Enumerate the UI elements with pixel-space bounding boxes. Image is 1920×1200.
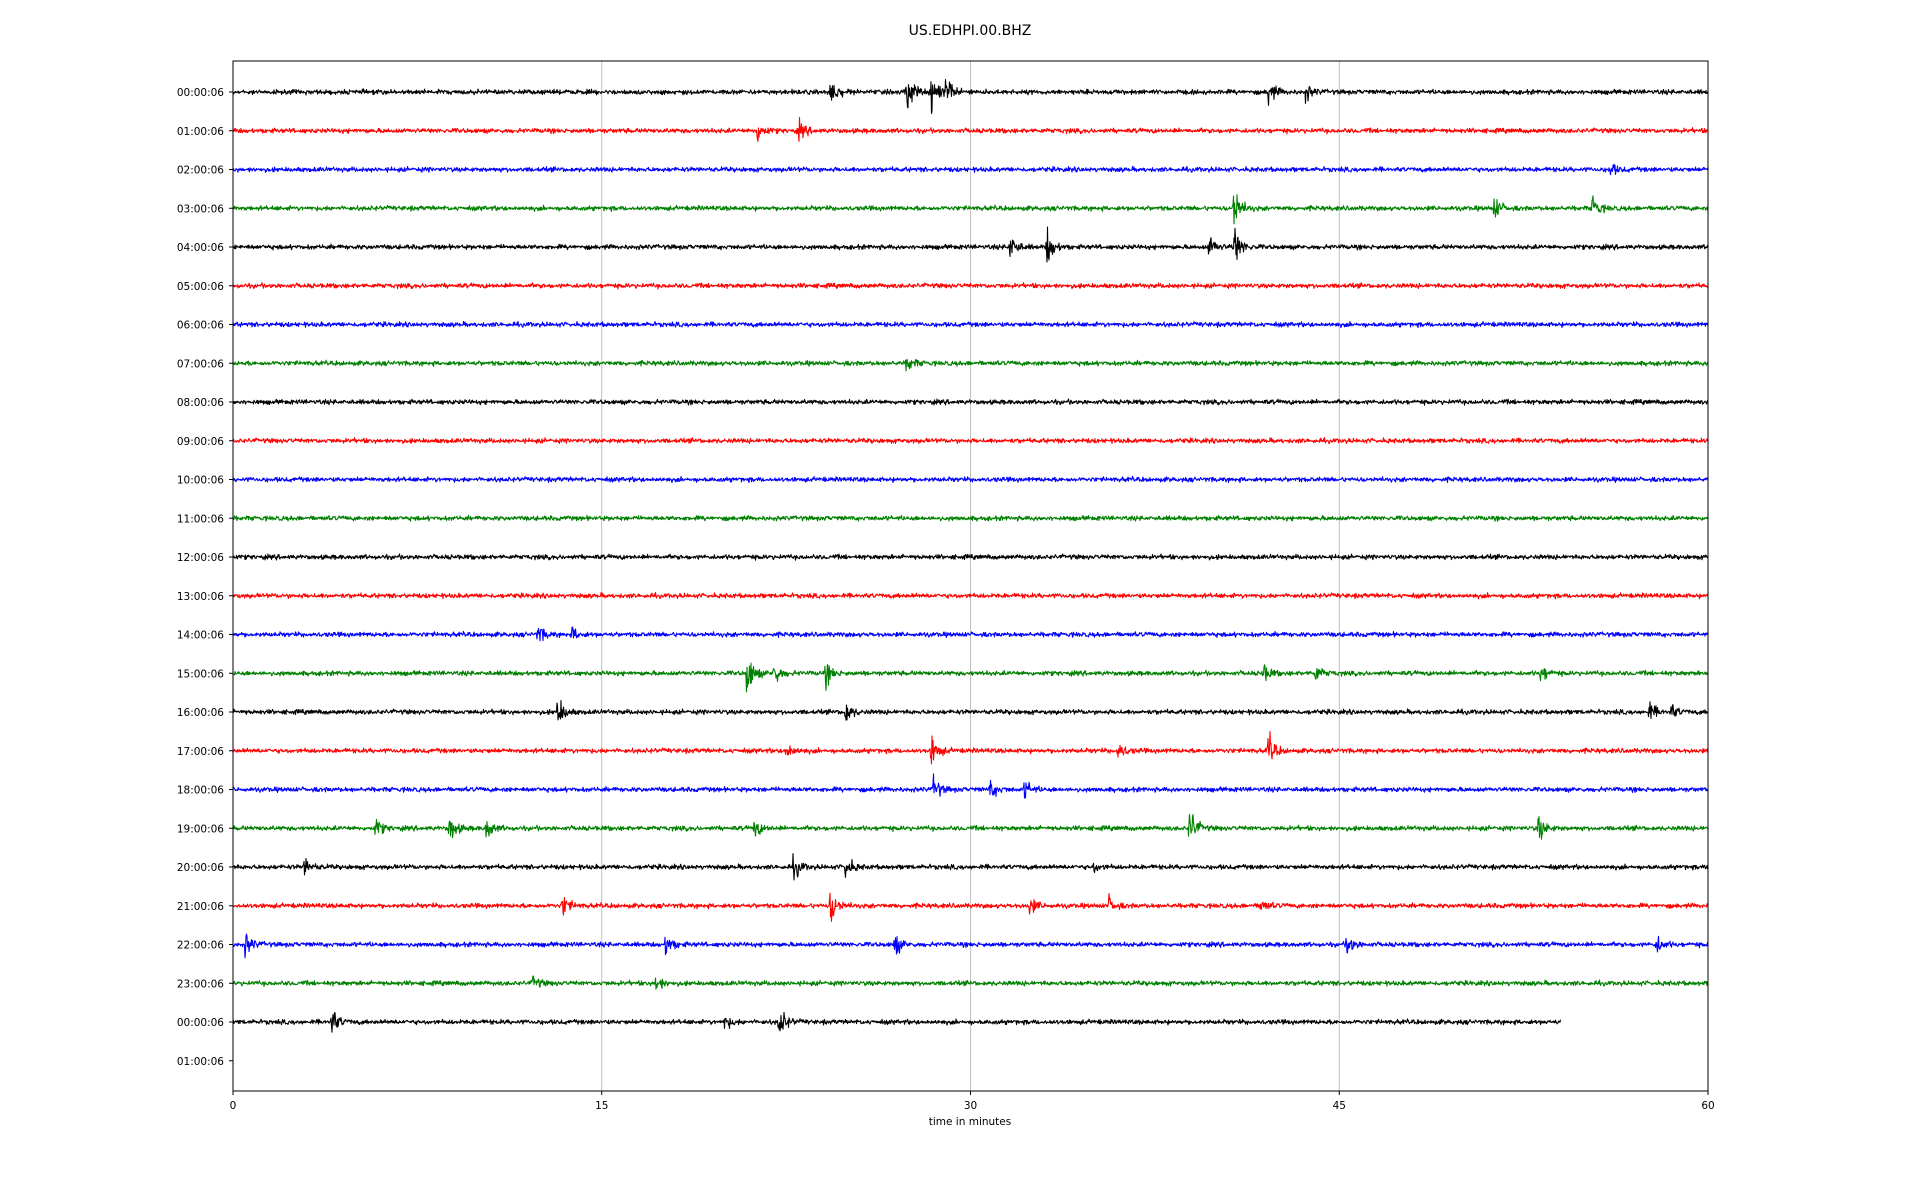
- row-time-label: 02:00:06: [177, 165, 224, 177]
- x-tick-label: 60: [1701, 1100, 1714, 1112]
- seismic-trace: [232, 892, 1709, 922]
- row-time-label: 01:00:06: [177, 1056, 224, 1068]
- x-axis-label: time in minutes: [929, 1116, 1011, 1128]
- seismic-trace: [232, 626, 1709, 642]
- chart-title: US.EDHPI.00.BHZ: [909, 23, 1032, 39]
- seismic-trace: [232, 730, 1709, 765]
- row-time-label: 07:00:06: [177, 358, 224, 370]
- seismic-trace: [232, 226, 1709, 263]
- x-axis-ticks: 0 15 30 45 60: [230, 1091, 1715, 1112]
- row-time-label: 11:00:06: [177, 513, 224, 525]
- seismic-trace: [232, 358, 1709, 372]
- x-tick-label: 0: [230, 1100, 237, 1112]
- trace-group: [232, 79, 1709, 1033]
- seismic-trace: [232, 975, 1709, 990]
- row-time-label: 21:00:06: [177, 901, 224, 913]
- grid-lines: [601, 61, 1340, 1091]
- row-time-label: 04:00:06: [177, 242, 224, 254]
- seismic-trace: [232, 933, 1709, 959]
- row-time-label: 17:00:06: [177, 746, 224, 758]
- row-time-label: 23:00:06: [177, 978, 224, 990]
- row-time-label: 09:00:06: [177, 436, 224, 448]
- seismic-trace: [232, 475, 1709, 484]
- row-time-label: 12:00:06: [177, 552, 224, 564]
- row-time-label: 00:00:06: [177, 87, 224, 99]
- seismic-trace: [232, 553, 1709, 561]
- x-tick-label: 45: [1333, 1100, 1346, 1112]
- seismic-trace: [232, 1011, 1562, 1033]
- row-time-label: 05:00:06: [177, 281, 224, 293]
- seismic-trace: [232, 320, 1709, 329]
- seismic-trace: [232, 853, 1709, 881]
- row-time-label: 22:00:06: [177, 940, 224, 952]
- seismic-trace: [232, 592, 1709, 600]
- plot-frame: [232, 60, 1709, 1092]
- row-time-label: 15:00:06: [177, 668, 224, 680]
- seismic-trace: [232, 437, 1709, 445]
- row-time-label: 00:00:06: [177, 1017, 224, 1029]
- seismic-trace: [232, 773, 1709, 799]
- x-tick-label: 15: [595, 1100, 608, 1112]
- seismic-trace: [232, 514, 1709, 522]
- seismic-trace: [232, 79, 1709, 115]
- row-time-label: 06:00:06: [177, 320, 224, 332]
- row-time-labels: 00:00:06 01:00:06 02:00:06 03:00:06 04:00:06…: [177, 87, 233, 1068]
- row-time-label: 01:00:06: [177, 126, 224, 138]
- seismic-trace: [232, 282, 1709, 290]
- row-time-label: 16:00:06: [177, 707, 224, 719]
- x-tick-label: 30: [964, 1100, 977, 1112]
- row-time-label: 08:00:06: [177, 397, 224, 409]
- row-time-label: 20:00:06: [177, 862, 224, 874]
- row-time-label: 03:00:06: [177, 203, 224, 215]
- seismic-trace: [232, 194, 1709, 225]
- row-time-label: 18:00:06: [177, 785, 224, 797]
- seismic-trace: [232, 662, 1709, 693]
- row-time-label: 10:00:06: [177, 475, 224, 487]
- seismic-trace: [232, 398, 1709, 406]
- row-time-label: 14:00:06: [177, 630, 224, 642]
- row-time-label: 19:00:06: [177, 823, 224, 835]
- seismic-trace: [232, 813, 1709, 840]
- seismic-trace: [232, 700, 1709, 721]
- seismic-trace: [232, 116, 1709, 142]
- row-time-label: 13:00:06: [177, 591, 224, 603]
- seismic-trace: [232, 163, 1709, 176]
